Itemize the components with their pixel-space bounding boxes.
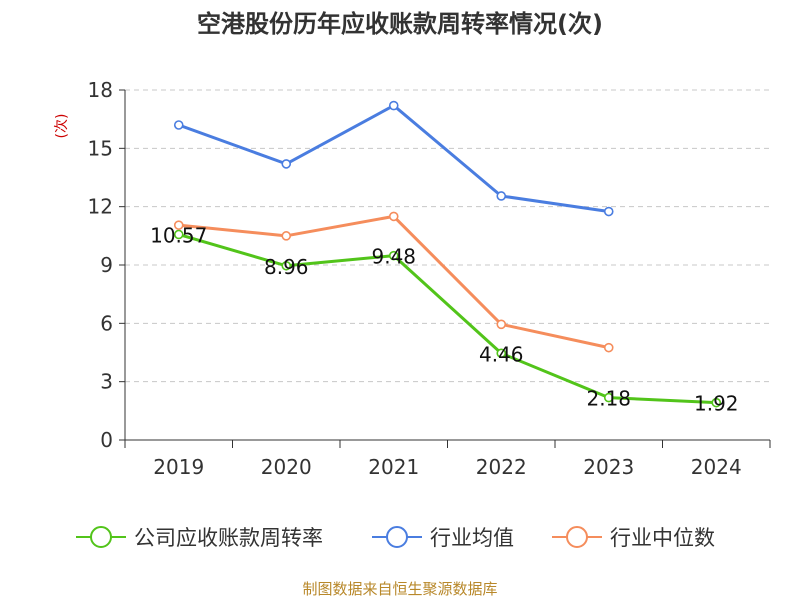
x-tick-label: 2024 (691, 455, 742, 479)
data-point (281, 159, 292, 169)
data-point (388, 250, 399, 261)
legend-swatch-marker (566, 526, 588, 548)
series-line (178, 104, 609, 214)
axis-layer: 0 3 6 9 12 15 18 2019 2020 2021 2022 2023 2024 (次) (54, 78, 771, 479)
data-label: 1.92 (694, 392, 739, 416)
data-point (603, 206, 614, 217)
y-tick-label: 6 (100, 311, 113, 335)
legend: 公司应收账款周转率 行业均值 行业中位数 (76, 526, 715, 550)
x-tick-label: 2022 (476, 455, 527, 479)
data-point (281, 260, 292, 271)
data-point (603, 342, 614, 353)
legend-swatch-marker (386, 526, 408, 548)
data-label: 8.96 (264, 255, 309, 279)
data-label-layer: 10.57 8.96 9.48 4.46 2.18 1.92 (150, 223, 738, 415)
legend-label: 行业均值 (430, 526, 514, 550)
data-point (281, 231, 292, 241)
y-tick-label: 0 (100, 428, 113, 452)
legend-label: 行业中位数 (610, 526, 715, 550)
data-label: 10.57 (150, 223, 207, 247)
x-tick-label: 2023 (583, 455, 634, 479)
x-tick-label: 2021 (368, 455, 419, 479)
y-tick-label: 3 (100, 370, 113, 394)
data-point (173, 120, 184, 130)
data-point (711, 397, 722, 408)
y-tick-label: 9 (100, 253, 113, 277)
y-tick-label: 15 (88, 136, 113, 160)
grid-layer (125, 89, 770, 383)
series-layer (173, 100, 722, 408)
data-label: 4.46 (479, 342, 524, 366)
y-axis-label: (次) (54, 114, 70, 139)
series-line (178, 233, 717, 405)
data-point (496, 319, 507, 330)
legend-label: 公司应收账款周转率 (134, 526, 323, 550)
data-point (173, 220, 184, 230)
source-note: 制图数据来自恒生聚源数据库 (302, 580, 498, 598)
data-point (496, 348, 507, 359)
series-line (178, 214, 610, 350)
y-tick-label: 18 (88, 78, 113, 102)
data-point (388, 100, 399, 111)
data-point (496, 191, 507, 201)
data-point (603, 392, 614, 403)
data-label: 9.48 (371, 245, 416, 269)
chart-title: 空港股份历年应收账款周转率情况(次) (197, 10, 603, 38)
data-label: 2.18 (586, 387, 631, 411)
data-point (388, 211, 399, 222)
y-tick-label: 12 (88, 195, 113, 219)
x-tick-label: 2019 (153, 455, 204, 479)
data-point (173, 229, 184, 240)
x-tick-label: 2020 (261, 455, 312, 479)
legend-swatch-marker (90, 526, 112, 548)
